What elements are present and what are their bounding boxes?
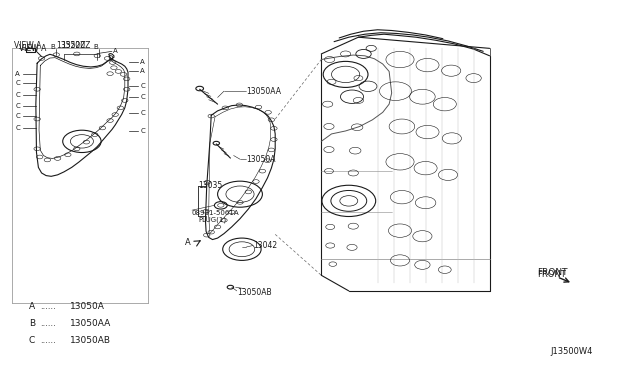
Text: A: A <box>140 60 145 65</box>
Text: 08931-5061A: 08931-5061A <box>192 210 239 216</box>
Text: 13050AA: 13050AA <box>70 319 111 328</box>
Text: A: A <box>140 68 145 74</box>
Text: FRONT: FRONT <box>538 270 566 279</box>
Text: B: B <box>93 44 99 50</box>
Text: C: C <box>140 128 145 134</box>
Text: C: C <box>15 103 20 109</box>
Text: ......: ...... <box>40 319 56 328</box>
Text: 13035: 13035 <box>198 182 223 190</box>
Text: A: A <box>15 71 20 77</box>
Text: C: C <box>15 80 20 86</box>
Text: 13050AA: 13050AA <box>246 87 282 96</box>
Text: 13520Z: 13520Z <box>61 41 90 50</box>
Text: C: C <box>140 83 145 89</box>
Text: J13500W4: J13500W4 <box>550 347 593 356</box>
Text: C: C <box>15 125 20 131</box>
Text: PLUG(1): PLUG(1) <box>198 217 227 224</box>
Text: C: C <box>15 113 20 119</box>
Text: 13050AB: 13050AB <box>70 336 111 345</box>
Text: ......: ...... <box>40 302 56 311</box>
Text: FRONT: FRONT <box>538 268 568 277</box>
Text: 13050A: 13050A <box>70 302 105 311</box>
Text: C: C <box>29 336 35 345</box>
Text: C: C <box>140 110 145 116</box>
Text: 13520Z: 13520Z <box>56 41 86 50</box>
Text: A: A <box>113 48 117 54</box>
Text: 13050AB: 13050AB <box>237 288 271 296</box>
Text: B: B <box>29 319 35 328</box>
Text: C: C <box>140 94 145 100</box>
Text: VIEW A: VIEW A <box>14 41 42 50</box>
Text: A: A <box>29 302 35 311</box>
Text: ......: ...... <box>40 336 56 345</box>
Text: B: B <box>51 44 56 50</box>
Text: VIEW A: VIEW A <box>19 44 47 53</box>
Text: A: A <box>185 238 191 247</box>
Text: 13042: 13042 <box>253 241 277 250</box>
Text: C: C <box>15 92 20 98</box>
Text: 13050A: 13050A <box>246 155 276 164</box>
